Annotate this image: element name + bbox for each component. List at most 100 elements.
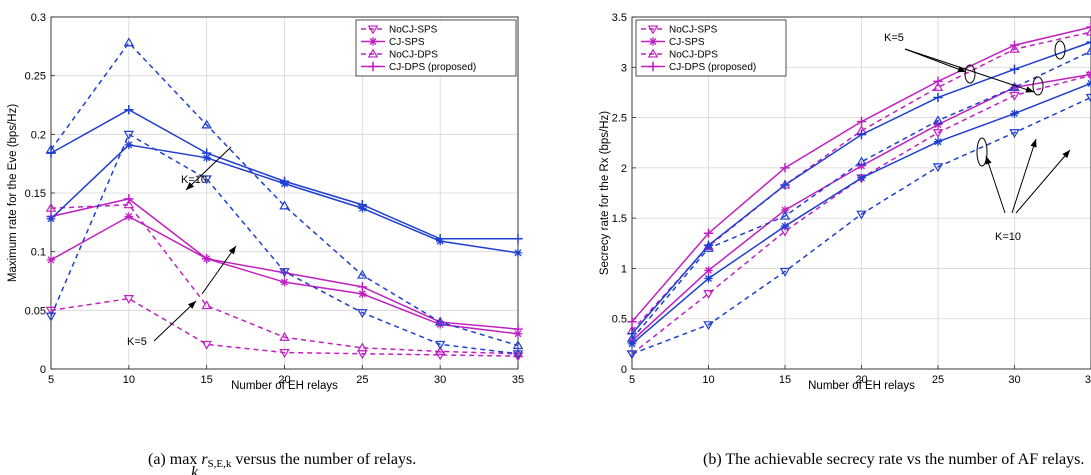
chart-a-data-point: [358, 289, 367, 299]
chart-b-xtick-label: 35: [1085, 374, 1091, 386]
chart-b-ytick-label: 1: [621, 263, 627, 275]
chart-a-data-point: [279, 331, 290, 341]
chart-b-series-1: [627, 70, 1091, 346]
chart-b-data-point: [856, 129, 867, 140]
chart-a-data-point: [357, 282, 368, 292]
chart-a-data-point: [124, 212, 134, 221]
chart-b-xtick-label: 30: [1008, 374, 1020, 386]
chart-a-data-point: [201, 300, 212, 310]
chart-b-xtick-label: 20: [855, 374, 867, 386]
chart-a-ytick-label: 0.1: [31, 247, 46, 259]
chart-a-xtick-label: 35: [512, 374, 524, 386]
chart-a-data-point: [512, 350, 524, 360]
chart-a-series-line: [50, 203, 519, 355]
chart-b-annotation: K=5: [884, 32, 1066, 96]
chart-a-data-point: [45, 202, 57, 212]
caption-b-prefix: (b): [703, 451, 722, 468]
caption-a: (a) max rS,E,k versus the number of rela…: [148, 451, 416, 475]
chart-b-legend-marker: [647, 25, 659, 35]
caption-a-prefix: (a): [148, 451, 166, 468]
chart-b-data-point: [703, 321, 714, 331]
chart-b-legend-label: NoCJ-DPS: [669, 50, 718, 61]
chart-a-data-point: [124, 140, 134, 150]
chart-b-data-point: [932, 115, 944, 125]
chart-b-annotation-arrowhead: [1062, 150, 1070, 159]
chart-b-ytick-label: 2.5: [612, 113, 627, 125]
chart-b-data-point: [1009, 91, 1020, 101]
chart-b-data-point: [933, 76, 943, 87]
chart-a-data-point: [279, 200, 290, 210]
chart-b-data-point: [627, 317, 637, 327]
chart-b-series-6: [626, 45, 1091, 343]
chart-b-xtick-label: 10: [702, 374, 714, 386]
chart-b-legend-label: NoCJ-SPS: [669, 25, 718, 36]
chart-b-ytick-label: 0.5: [612, 314, 627, 326]
chart-b-data-point: [856, 156, 867, 166]
chart-b-legend-marker: [648, 37, 658, 46]
chart-b-data-point: [780, 180, 790, 190]
chart-a-xtick-label: 30: [434, 374, 446, 386]
chart-b-legend-marker: [648, 61, 658, 72]
chart-b-xtick-label: 15: [779, 374, 791, 386]
chart-a-series-7: [46, 104, 523, 244]
chart-a-data-point: [45, 312, 57, 322]
chart-b-annotation-arrowhead: [1030, 139, 1037, 148]
chart-a-annotation-arrowhead: [188, 301, 196, 309]
chart-b-data-point: [627, 339, 637, 349]
chart-a-ytick-label: 0: [40, 364, 46, 376]
caption-b-text: The achievable secrecy rate vs the numbe…: [725, 451, 1084, 468]
caption-a-rsub: S,E,k: [208, 458, 232, 470]
chart-a-data-point: [357, 200, 368, 210]
caption-a-r: r: [201, 451, 208, 468]
chart-a-xtick-label: 20: [278, 374, 290, 386]
chart-a-data-point: [46, 255, 56, 265]
chart-b-data-point: [704, 274, 713, 283]
chart-a-ytick-label: 0.15: [25, 188, 46, 200]
chart-a-data-point: [279, 176, 290, 186]
chart-a-data-point: [46, 214, 56, 224]
chart-a-annotation-arrowhead: [186, 182, 194, 190]
chart-b-ytick-label: 2: [621, 163, 627, 175]
chart-b-data-point: [856, 210, 867, 220]
chart-a-data-point: [123, 295, 135, 304]
chart-a-legend-marker: [367, 48, 379, 58]
svg-text:(a) max rS,E,k versus the numb: (a) max rS,E,k versus the number of rela…: [148, 451, 416, 470]
chart-a-data-point: [45, 306, 57, 316]
chart-a-data-point: [123, 37, 135, 47]
chart-b-data-point: [933, 137, 943, 146]
chart-b-data-point: [933, 92, 943, 103]
chart-a-data-point: [513, 248, 523, 258]
chart-a-legend-marker: [367, 25, 379, 35]
chart-a-data-point: [201, 119, 212, 129]
chart-a-series-2: [45, 199, 524, 358]
chart-b-data-point: [780, 163, 790, 173]
chart-a-data-point: [279, 349, 290, 358]
chart-a-legend-marker: [368, 61, 378, 72]
chart-b-annotation-label: K=5: [884, 32, 904, 44]
chart-a-ytick-label: 0.05: [25, 305, 46, 317]
chart-b-annotation: K=10: [976, 137, 1071, 243]
chart-a-legend-label: NoCJ-DPS: [389, 50, 438, 61]
chart-b-annotation-arrow: [1015, 149, 1071, 214]
chart-b-data-point: [703, 290, 714, 299]
chart-a-annotation: K=10: [181, 146, 232, 191]
chart-a-data-point: [513, 234, 523, 244]
caption-a-sub: k: [191, 464, 199, 475]
chart-a-xtick-label: 15: [201, 374, 213, 386]
chart-a-annotation-label: K=5: [127, 336, 147, 348]
chart-b-ytick-label: 3.5: [612, 12, 627, 24]
chart-b-annotation-arrow: [904, 48, 1035, 93]
chart-b-xtick-label: 25: [932, 374, 944, 386]
chart-b-data-point: [626, 350, 638, 360]
chart-b-data-point: [1009, 43, 1020, 53]
chart-b-ytick-label: 0: [621, 364, 627, 376]
chart-b-annotation-arrow: [985, 155, 1006, 214]
chart-a-data-point: [124, 194, 134, 204]
chart-a-legend-label: CJ-SPS: [389, 37, 425, 48]
chart-b-xlabel: Number of EH relays: [808, 380, 915, 392]
chart-b-data-point: [933, 120, 943, 129]
chart-a-xtick-label: 25: [356, 374, 368, 386]
chart-a-annotation-arrow: [153, 300, 197, 342]
